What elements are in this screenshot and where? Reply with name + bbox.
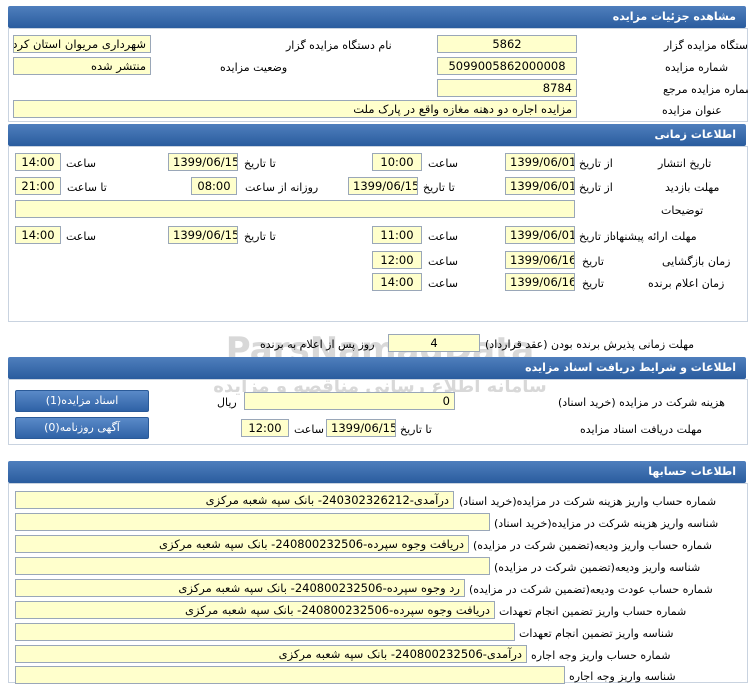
- publish-from-time-label: ساعت: [428, 157, 458, 170]
- visit-to-time-field: 21:00: [15, 177, 61, 195]
- acceptance-suffix: روز پس از اعلام به برنده: [260, 338, 375, 351]
- publish-from-time-field: 10:00: [372, 153, 422, 171]
- publish-label: تاریخ انتشار: [658, 157, 712, 170]
- winner-time-field: 14:00: [372, 273, 422, 291]
- opening-time-label: ساعت: [428, 255, 458, 268]
- account-label-3: شناسه واریز ودیعه(تضمین شرکت در مزایده): [494, 561, 701, 574]
- account-label-1: شناسه واریز هزینه شرکت در مزایده(خرید اس…: [494, 517, 719, 530]
- documents-button[interactable]: اسناد مزایده(1): [15, 390, 149, 412]
- currency-label: ریال: [217, 396, 237, 409]
- account-value-0: درآمدی-240302326212- بانک سپه شعبه مرکزی: [15, 491, 454, 509]
- account-label-5: شماره حساب واریز تضمین انجام تعهدات: [499, 605, 687, 618]
- account-value-5: دریافت وجوه سپرده-240800232506- بانک سپه…: [15, 601, 495, 619]
- auctioneer-name-label: نام دستگاه مزایده گزار: [286, 39, 392, 52]
- reference-number-label: شماره مزایده مرجع: [663, 83, 748, 96]
- reference-number-field: 8784: [437, 79, 577, 97]
- visit-from-date-field: 1399/06/01: [505, 177, 575, 195]
- offer-from-time-label: ساعت: [428, 230, 458, 243]
- publish-from-date-label: از تاریخ: [579, 157, 613, 170]
- opening-date-label: تاریخ: [582, 255, 604, 268]
- auction-number-label: شماره مزایده: [665, 61, 729, 74]
- offer-to-time-label: ساعت: [66, 230, 96, 243]
- publish-to-date-label: تا تاریخ: [244, 157, 276, 170]
- opening-time-field: 12:00: [372, 251, 422, 269]
- visit-from-time-field: 08:00: [191, 177, 237, 195]
- account-label-6: شناسه واریز تضمین انجام تعهدات: [519, 627, 674, 640]
- auctioneer-code-label: کد دستگاه مزایده گزار: [664, 39, 748, 52]
- opening-label: زمان بازگشایی: [662, 255, 731, 268]
- visit-to-date-field: 1399/06/15: [348, 177, 418, 195]
- status-field: منتشر شده: [13, 57, 151, 75]
- receive-label: مهلت دریافت اسناد مزایده: [580, 423, 703, 436]
- publish-to-date-field: 1399/06/15: [168, 153, 238, 171]
- account-label-2: شماره حساب واریز ودیعه(تضمین شرکت در مزا…: [473, 539, 712, 552]
- title-label: عنوان مزایده: [662, 104, 722, 117]
- acceptance-days-field: 4: [388, 334, 480, 352]
- account-value-1: [15, 513, 490, 531]
- account-label-8: شناسه واریز وجه اجاره: [569, 670, 676, 683]
- account-value-4: رد وجوه سپرده-240800232506- بانک سپه شعب…: [15, 579, 465, 597]
- auction-number-field: 5099005862000008: [437, 57, 577, 75]
- accounts-header: اطلاعات حسابها: [8, 461, 746, 483]
- newspaper-button[interactable]: آگهی روزنامه(0): [15, 417, 149, 439]
- details-header: مشاهده جزئیات مزایده: [8, 6, 746, 28]
- winner-date-field: 1399/06/16: [505, 273, 575, 291]
- offer-from-time-field: 11:00: [372, 226, 422, 244]
- fee-field: 0: [244, 392, 455, 410]
- visit-label: مهلت بازدید: [665, 181, 720, 194]
- timing-header: اطلاعات زمانی: [8, 124, 746, 146]
- visit-to-time-label: تا ساعت: [67, 181, 107, 194]
- description-field: [15, 200, 575, 218]
- account-label-7: شماره حساب واریز وجه اجاره: [531, 649, 671, 662]
- description-label: توضیحات: [661, 204, 704, 217]
- account-value-3: [15, 557, 490, 575]
- fee-label: هزینه شرکت در مزایده (خرید اسناد): [558, 396, 725, 409]
- winner-label: زمان اعلام برنده: [648, 277, 725, 290]
- account-value-7: درآمدی-240800232506- بانک سپه شعبه مرکزی: [15, 645, 527, 663]
- receive-time-field: 12:00: [241, 419, 289, 437]
- publish-to-time-label: ساعت: [66, 157, 96, 170]
- winner-date-label: تاریخ: [582, 277, 604, 290]
- account-value-2: دریافت وجوه سپرده-240800232506- بانک سپه…: [15, 535, 469, 553]
- acceptance-label: مهلت زمانی پذیرش برنده بودن (عقد قرارداد…: [485, 338, 695, 351]
- status-label: وضعیت مزایده: [220, 61, 288, 74]
- receive-to-date-label: تا تاریخ: [400, 423, 432, 436]
- documents-header: اطلاعات و شرایط دریافت اسناد مزایده: [8, 357, 746, 379]
- auctioneer-name-field: شهرداری مریوان استان کرد: [13, 35, 151, 53]
- opening-date-field: 1399/06/16: [505, 251, 575, 269]
- auctioneer-code-field: 5862: [437, 35, 577, 53]
- visit-daily-from-label: روزانه از ساعت: [245, 181, 319, 194]
- receive-time-label: ساعت: [294, 423, 324, 436]
- winner-time-label: ساعت: [428, 277, 458, 290]
- visit-from-date-label: از تاریخ: [579, 181, 613, 194]
- title-field: مزایده اجاره دو دهنه مغازه واقع در پارک …: [13, 100, 577, 118]
- offer-from-date-label: از تاریخ: [579, 230, 613, 243]
- offer-to-date-label: تا تاریخ: [244, 230, 276, 243]
- publish-from-date-field: 1399/06/01: [505, 153, 575, 171]
- offer-to-time-field: 14:00: [15, 226, 61, 244]
- offer-to-date-field: 1399/06/15: [168, 226, 238, 244]
- receive-to-date-field: 1399/06/15: [326, 419, 396, 437]
- visit-to-date-label: تا تاریخ: [423, 181, 455, 194]
- publish-to-time-field: 14:00: [15, 153, 61, 171]
- account-label-4: شماره حساب عودت ودیعه(تضمین شرکت در مزای…: [469, 583, 713, 596]
- offer-from-date-field: 1399/06/01: [505, 226, 575, 244]
- account-label-0: شماره حساب واریز هزینه شرکت در مزایده(خر…: [459, 495, 717, 508]
- account-value-8: [15, 666, 565, 684]
- offer-label: مهلت ارائه پیشنهاد: [611, 230, 697, 243]
- account-value-6: [15, 623, 515, 641]
